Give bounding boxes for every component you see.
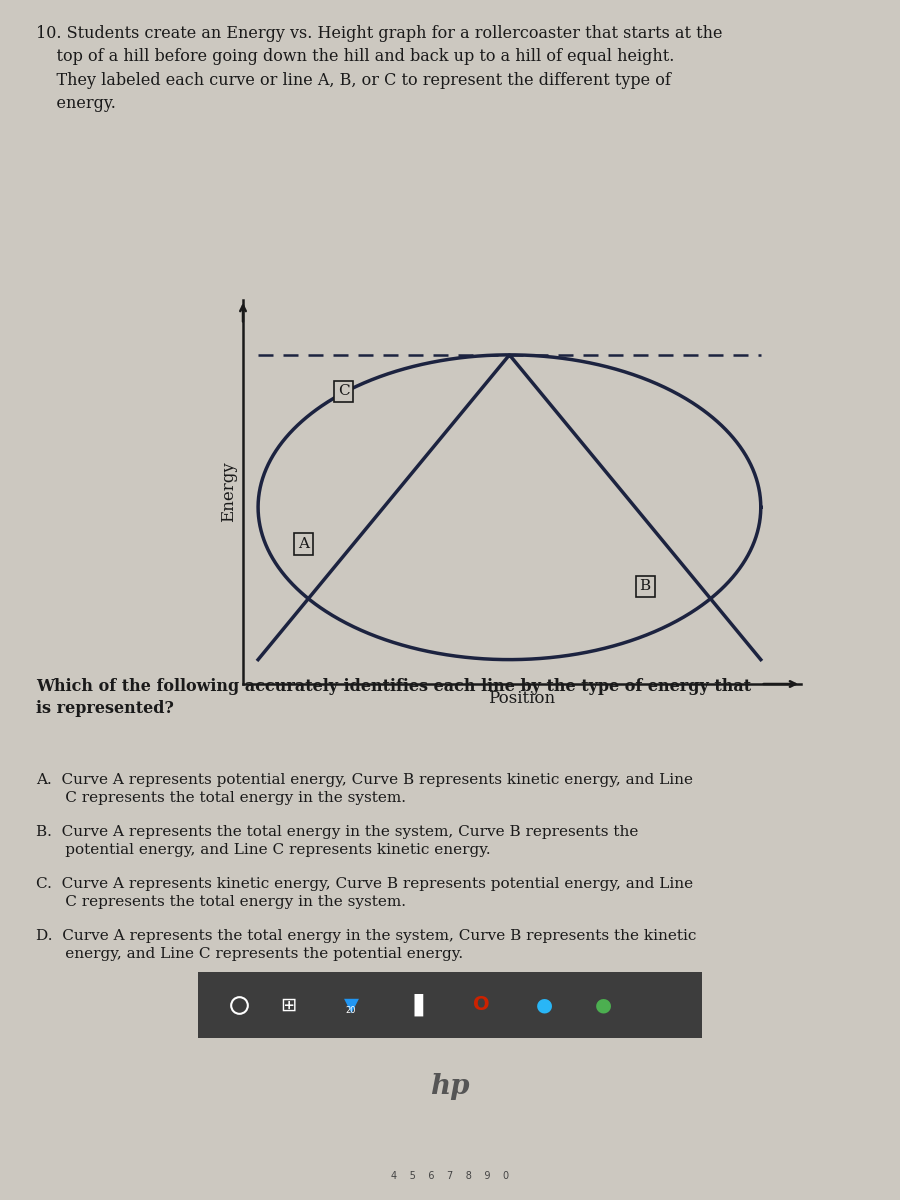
Text: B: B xyxy=(640,580,651,594)
Text: ⊞: ⊞ xyxy=(280,996,296,1014)
Text: C: C xyxy=(338,384,349,398)
Text: A: A xyxy=(298,536,309,551)
Text: ▐: ▐ xyxy=(405,994,423,1016)
Text: hp: hp xyxy=(430,1073,470,1100)
X-axis label: Position: Position xyxy=(489,690,555,707)
Text: D.  Curve A represents the total energy in the system, Curve B represents the ki: D. Curve A represents the total energy i… xyxy=(36,929,697,961)
Text: O: O xyxy=(473,996,490,1014)
Text: C.  Curve A represents kinetic energy, Curve B represents potential energy, and : C. Curve A represents kinetic energy, Cu… xyxy=(36,877,693,910)
FancyBboxPatch shape xyxy=(198,972,702,1038)
Y-axis label: Energy: Energy xyxy=(220,462,238,522)
Text: ●: ● xyxy=(595,996,611,1014)
Text: ▼: ▼ xyxy=(344,996,358,1014)
Text: B.  Curve A represents the total energy in the system, Curve B represents the
  : B. Curve A represents the total energy i… xyxy=(36,826,638,857)
Text: 20: 20 xyxy=(346,1006,356,1015)
Text: A.  Curve A represents potential energy, Curve B represents kinetic energy, and : A. Curve A represents potential energy, … xyxy=(36,773,693,805)
Text: 4    5    6    7    8    9    0: 4 5 6 7 8 9 0 xyxy=(391,1171,509,1181)
Text: ●: ● xyxy=(536,996,553,1014)
Text: Which of the following accurately identifies each line by the type of energy tha: Which of the following accurately identi… xyxy=(36,678,751,718)
Text: 10. Students create an Energy vs. Height graph for a rollercoaster that starts a: 10. Students create an Energy vs. Height… xyxy=(36,25,723,113)
